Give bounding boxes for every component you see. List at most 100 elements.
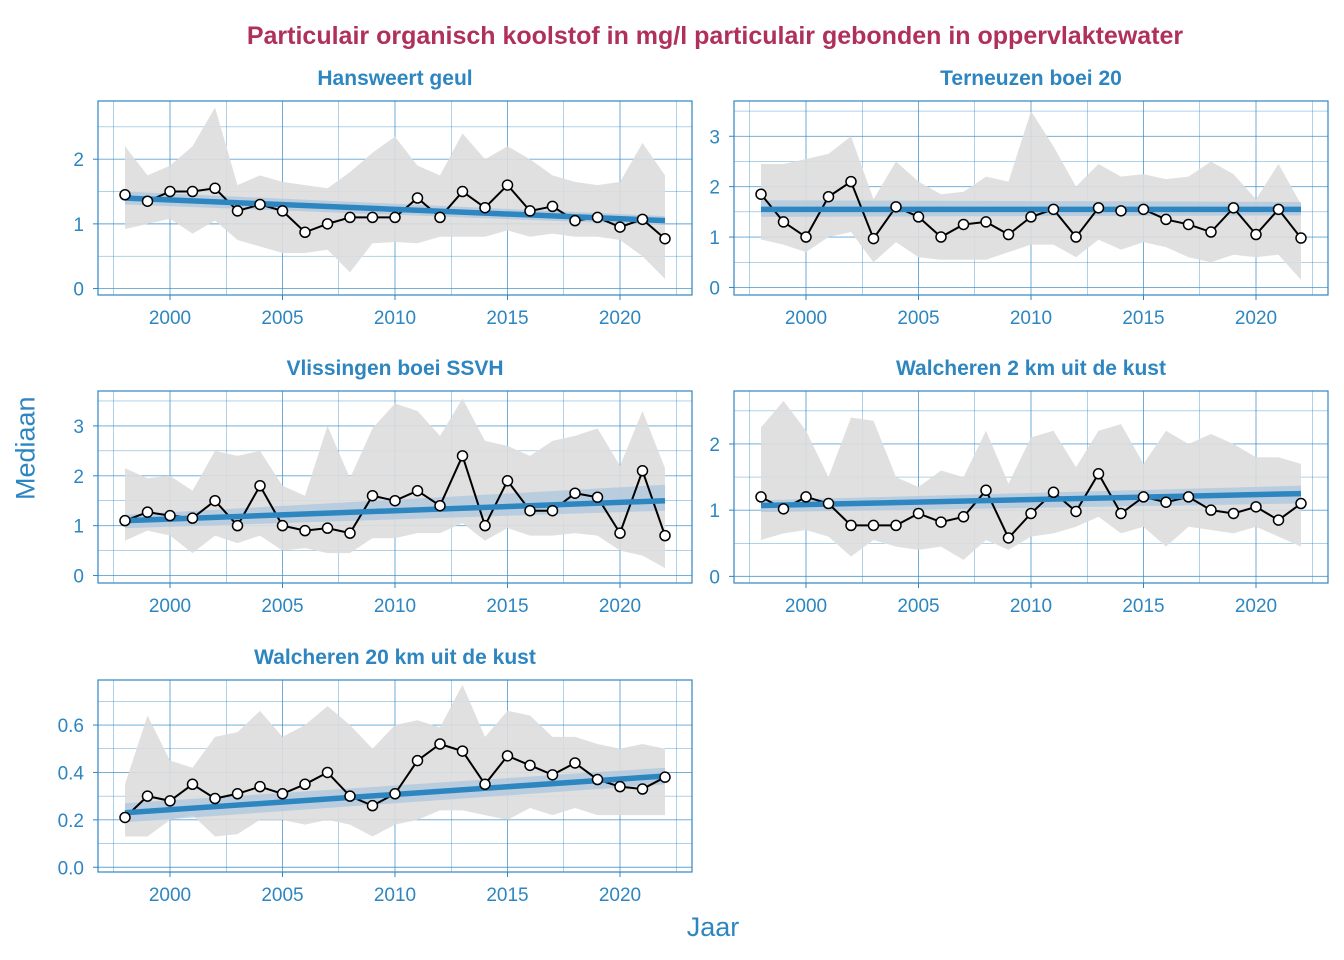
data-point bbox=[800, 231, 812, 243]
panel-terneuzen-boei-20: Terneuzen boei 20 2000 2005 2010 2015 2020 0 1 2… bbox=[709, 67, 1329, 329]
data-point bbox=[231, 519, 244, 532]
data-point bbox=[1137, 491, 1150, 503]
data-point bbox=[1115, 205, 1127, 217]
data-point bbox=[1205, 504, 1217, 516]
data-point bbox=[777, 216, 790, 228]
x-tick-label: 2015 bbox=[486, 308, 528, 329]
data-point bbox=[1092, 202, 1105, 214]
data-point bbox=[1205, 226, 1217, 238]
data-point bbox=[1047, 486, 1060, 499]
data-point bbox=[411, 484, 424, 497]
x-tick-label: 2015 bbox=[486, 885, 528, 906]
data-point bbox=[299, 226, 311, 239]
data-point bbox=[524, 504, 536, 517]
data-point bbox=[276, 788, 289, 800]
data-point bbox=[366, 799, 379, 812]
data-point bbox=[276, 519, 289, 532]
data-point bbox=[254, 480, 266, 492]
y-tick-label: 3 bbox=[709, 127, 720, 148]
x-tick-label: 2005 bbox=[897, 308, 939, 329]
data-point bbox=[591, 211, 604, 224]
data-point bbox=[434, 499, 446, 512]
panel-hansweert-geul: Hansweert geul 2000 2005 2010 2015 2020 0 1 2 bbox=[73, 67, 693, 329]
data-point bbox=[524, 759, 536, 772]
data-point bbox=[164, 509, 176, 522]
data-point bbox=[890, 201, 902, 213]
trend-line bbox=[124, 497, 666, 524]
data-point bbox=[141, 506, 154, 518]
data-point bbox=[389, 494, 401, 507]
x-tick-label: 2015 bbox=[486, 596, 528, 617]
data-point bbox=[912, 507, 925, 520]
data-point bbox=[231, 205, 244, 217]
x-tick-label: 2020 bbox=[1235, 308, 1277, 329]
y-tick-label: 1 bbox=[73, 215, 84, 236]
data-point bbox=[209, 182, 221, 195]
data-point bbox=[299, 524, 311, 537]
data-point bbox=[1295, 497, 1307, 510]
x-axis-label: Jaar bbox=[686, 912, 740, 942]
data-point bbox=[1025, 507, 1037, 520]
data-point bbox=[867, 519, 880, 532]
data-point bbox=[434, 738, 446, 750]
data-point bbox=[254, 198, 266, 211]
data-point bbox=[614, 527, 626, 539]
y-tick-label: 0 bbox=[709, 567, 720, 588]
x-tick-label: 2000 bbox=[785, 596, 827, 617]
data-point bbox=[845, 175, 857, 188]
data-point bbox=[867, 232, 880, 245]
data-point bbox=[456, 185, 469, 198]
y-tick-label: 0.0 bbox=[58, 858, 84, 879]
data-point bbox=[822, 497, 835, 510]
data-point bbox=[845, 519, 857, 532]
data-point bbox=[614, 780, 626, 793]
data-point bbox=[755, 491, 767, 503]
data-point bbox=[614, 221, 626, 233]
data-point bbox=[980, 484, 992, 497]
data-point bbox=[1115, 507, 1127, 520]
data-point bbox=[1182, 491, 1195, 503]
data-point bbox=[1250, 228, 1262, 241]
data-point bbox=[479, 778, 491, 791]
data-point bbox=[1070, 505, 1082, 518]
y-tick-label: 0.2 bbox=[58, 811, 84, 832]
data-point bbox=[1160, 213, 1172, 226]
x-tick-label: 2000 bbox=[149, 308, 191, 329]
data-point bbox=[321, 522, 334, 534]
data-point bbox=[434, 211, 446, 224]
y-tick-label: 0.4 bbox=[58, 763, 85, 784]
x-tick-label: 2005 bbox=[897, 596, 939, 617]
data-point bbox=[636, 213, 649, 226]
panel-title: Walcheren 20 km uit de kust bbox=[254, 646, 536, 669]
data-point bbox=[1295, 232, 1307, 244]
panel-title: Hansweert geul bbox=[317, 67, 472, 90]
range-band bbox=[761, 111, 1301, 280]
data-point bbox=[1227, 507, 1240, 520]
data-point bbox=[591, 491, 604, 503]
x-tick-label: 2020 bbox=[599, 885, 641, 906]
data-point bbox=[935, 516, 947, 528]
data-point bbox=[411, 754, 424, 767]
data-point bbox=[1047, 203, 1060, 216]
data-point bbox=[344, 527, 356, 539]
data-point bbox=[1182, 218, 1195, 231]
data-point bbox=[1227, 202, 1240, 214]
data-point bbox=[1272, 203, 1285, 216]
x-tick-label: 2010 bbox=[374, 308, 416, 329]
y-tick-label: 2 bbox=[73, 150, 84, 171]
y-tick-label: 2 bbox=[73, 467, 84, 488]
x-tick-label: 2010 bbox=[1010, 596, 1052, 617]
data-point bbox=[822, 190, 835, 203]
data-point bbox=[321, 766, 334, 779]
y-tick-label: 1 bbox=[709, 228, 720, 249]
data-point bbox=[186, 185, 199, 198]
data-point bbox=[501, 750, 514, 762]
y-tick-label: 0 bbox=[73, 567, 84, 588]
y-tick-label: 2 bbox=[709, 178, 720, 199]
data-point bbox=[980, 216, 992, 228]
range-band bbox=[125, 398, 665, 569]
panel-title: Terneuzen boei 20 bbox=[940, 67, 1122, 90]
x-tick-label: 2000 bbox=[149, 596, 191, 617]
